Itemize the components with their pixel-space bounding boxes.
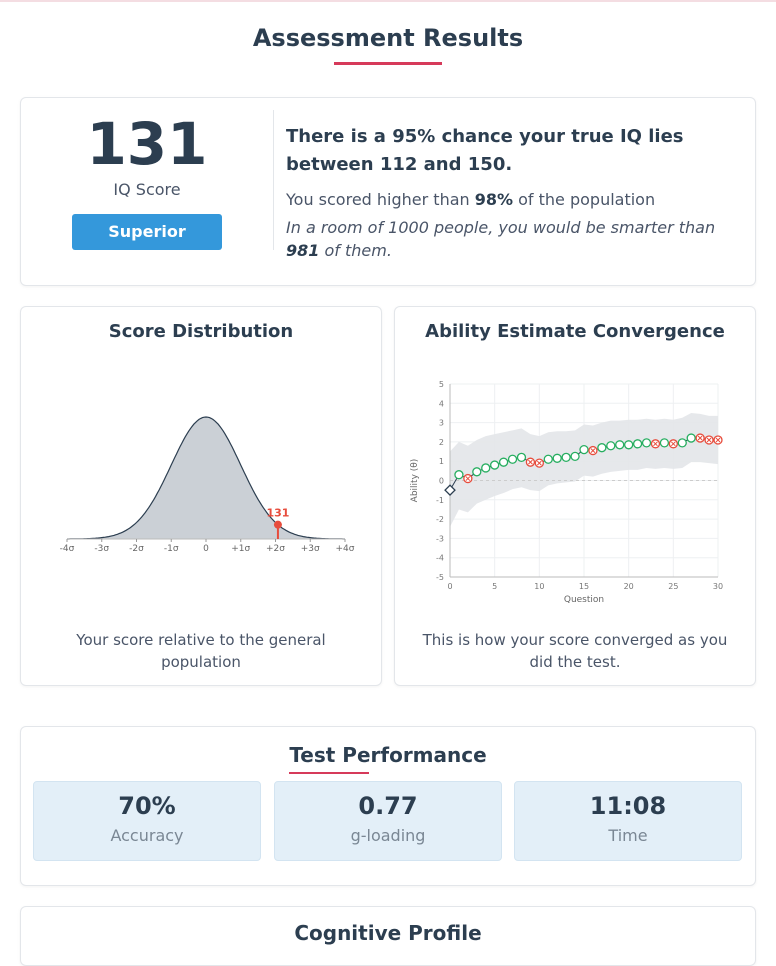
correct-point: [579, 444, 589, 455]
distribution-area: [67, 417, 345, 539]
stat-g-loading: 0.77 g-loading: [274, 781, 502, 861]
correct-point: [606, 441, 616, 451]
correct-point: [498, 457, 509, 467]
divider: [273, 110, 274, 250]
x-tick-label: +3σ: [301, 544, 320, 554]
correct-point: [552, 453, 562, 463]
convergence-title: Ability Estimate Convergence: [425, 321, 725, 342]
performance-underline: [289, 772, 369, 774]
y-tick-label: -1: [436, 496, 444, 505]
performance-title: Test Performance: [289, 743, 487, 767]
correct-point: [632, 439, 643, 449]
x-tick-label: 25: [668, 582, 678, 591]
x-tick-label: 30: [713, 582, 723, 591]
correct-point: [481, 463, 491, 473]
distribution-caption: Your score relative to the general popul…: [76, 631, 326, 671]
y-tick-label: 5: [439, 380, 444, 389]
correct-point: [570, 451, 580, 462]
stat-label: g-loading: [350, 826, 426, 845]
score-marker-label: 131: [266, 507, 289, 520]
start-point: [444, 484, 456, 497]
y-tick-label: 0: [439, 477, 444, 486]
category-badge: Superior: [72, 214, 222, 250]
wrong-x-icon: [715, 437, 721, 443]
wrong-x-icon: [528, 459, 533, 465]
x-tick-label: -1σ: [164, 544, 179, 554]
score-marker: [273, 520, 282, 529]
convergence-card: Ability Estimate Convergence 5 4 3 2 1 0 -1 -2-…: [394, 306, 756, 686]
correct-point: [507, 454, 518, 464]
correct-point: [659, 438, 670, 448]
correct-point: [561, 452, 571, 462]
x-tick-label: +1σ: [231, 544, 250, 554]
correct-point: [516, 452, 527, 462]
correct-point: [677, 438, 687, 448]
x-tick-label: +2σ: [266, 544, 285, 554]
correct-point: [454, 470, 464, 480]
correct-point: [543, 454, 553, 464]
stat-value: 70%: [118, 792, 176, 820]
wrong-x-icon: [706, 437, 712, 443]
y-tick-label: 2: [439, 438, 444, 447]
confidence-band: [450, 412, 718, 527]
y-tick-label: -2: [436, 515, 444, 524]
wrong-x-icon: [590, 448, 596, 453]
correct-point: [641, 438, 652, 448]
stat-accuracy: 70% Accuracy: [33, 781, 261, 861]
y-tick-label: 4: [439, 399, 444, 408]
title-underline: [334, 62, 442, 65]
percentile-text: You scored higher than 98% of the popula…: [286, 190, 656, 209]
correct-point: [686, 433, 696, 443]
wrong-x-icon: [653, 441, 658, 447]
y-tick-label: 3: [439, 419, 444, 428]
y-tick-label: -3: [436, 534, 444, 543]
distribution-curve: [67, 416, 345, 540]
wrong-x-icon: [465, 476, 471, 481]
x-tick-label: 0: [447, 582, 452, 591]
correct-point: [624, 440, 634, 450]
y-tick-label: -4: [436, 554, 444, 563]
top-bar: [0, 0, 776, 2]
stat-time: 11:08 Time: [514, 781, 742, 861]
page-title: Assessment Results: [252, 24, 524, 52]
performance-card: Test Performance 70% Accuracy 0.77 g-loadi…: [20, 726, 756, 886]
x-tick-label: 0: [203, 544, 209, 554]
stat-label: Accuracy: [110, 826, 184, 845]
x-tick-label: -4σ: [60, 544, 75, 554]
y-axis-label: Ability (θ): [410, 459, 420, 503]
wrong-x-icon: [670, 441, 676, 447]
correct-point: [615, 440, 625, 450]
summary-card: 131 IQ Score Superior There is a 95% cha…: [20, 97, 756, 286]
x-tick-label: -3σ: [94, 544, 109, 554]
distribution-title: Score Distribution: [108, 321, 294, 342]
wrong-x-icon: [536, 460, 542, 466]
x-tick-label: -2σ: [129, 544, 144, 554]
convergence-caption: This is how your score converged as you …: [422, 631, 728, 671]
wrong-x-icon: [697, 435, 703, 441]
distribution-card: Score Distribution -4σ -3σ -2σ -1σ 0 +1σ +2σ +3…: [20, 306, 382, 686]
correct-point: [597, 443, 607, 453]
x-tick-label: +4σ: [336, 544, 355, 554]
room-text: In a room of 1000 people, you would be s…: [286, 218, 716, 260]
x-tick-label: 15: [579, 582, 589, 591]
correct-point: [472, 467, 482, 477]
x-tick-label: 10: [534, 582, 544, 591]
x-axis-label: Question: [564, 595, 604, 605]
stat-label: Time: [608, 826, 648, 845]
y-tick-label: 1: [439, 457, 444, 466]
distribution-chart: -4σ -3σ -2σ -1σ 0 +1σ +2σ +3σ +4σ 131: [60, 416, 355, 554]
cognitive-profile-card: Cognitive Profile: [20, 906, 756, 966]
iq-score: 131: [86, 110, 208, 178]
cognitive-profile-title: Cognitive Profile: [294, 921, 482, 945]
confidence-text: There is a 95% chance your true IQ lies …: [286, 126, 684, 175]
iq-score-label: IQ Score: [113, 180, 181, 199]
y-tick-label: -5: [436, 573, 444, 582]
x-tick-label: 5: [492, 582, 497, 591]
correct-point: [490, 460, 500, 470]
stat-value: 0.77: [358, 792, 418, 820]
x-tick-label: 20: [624, 582, 634, 591]
stat-value: 11:08: [589, 792, 667, 820]
